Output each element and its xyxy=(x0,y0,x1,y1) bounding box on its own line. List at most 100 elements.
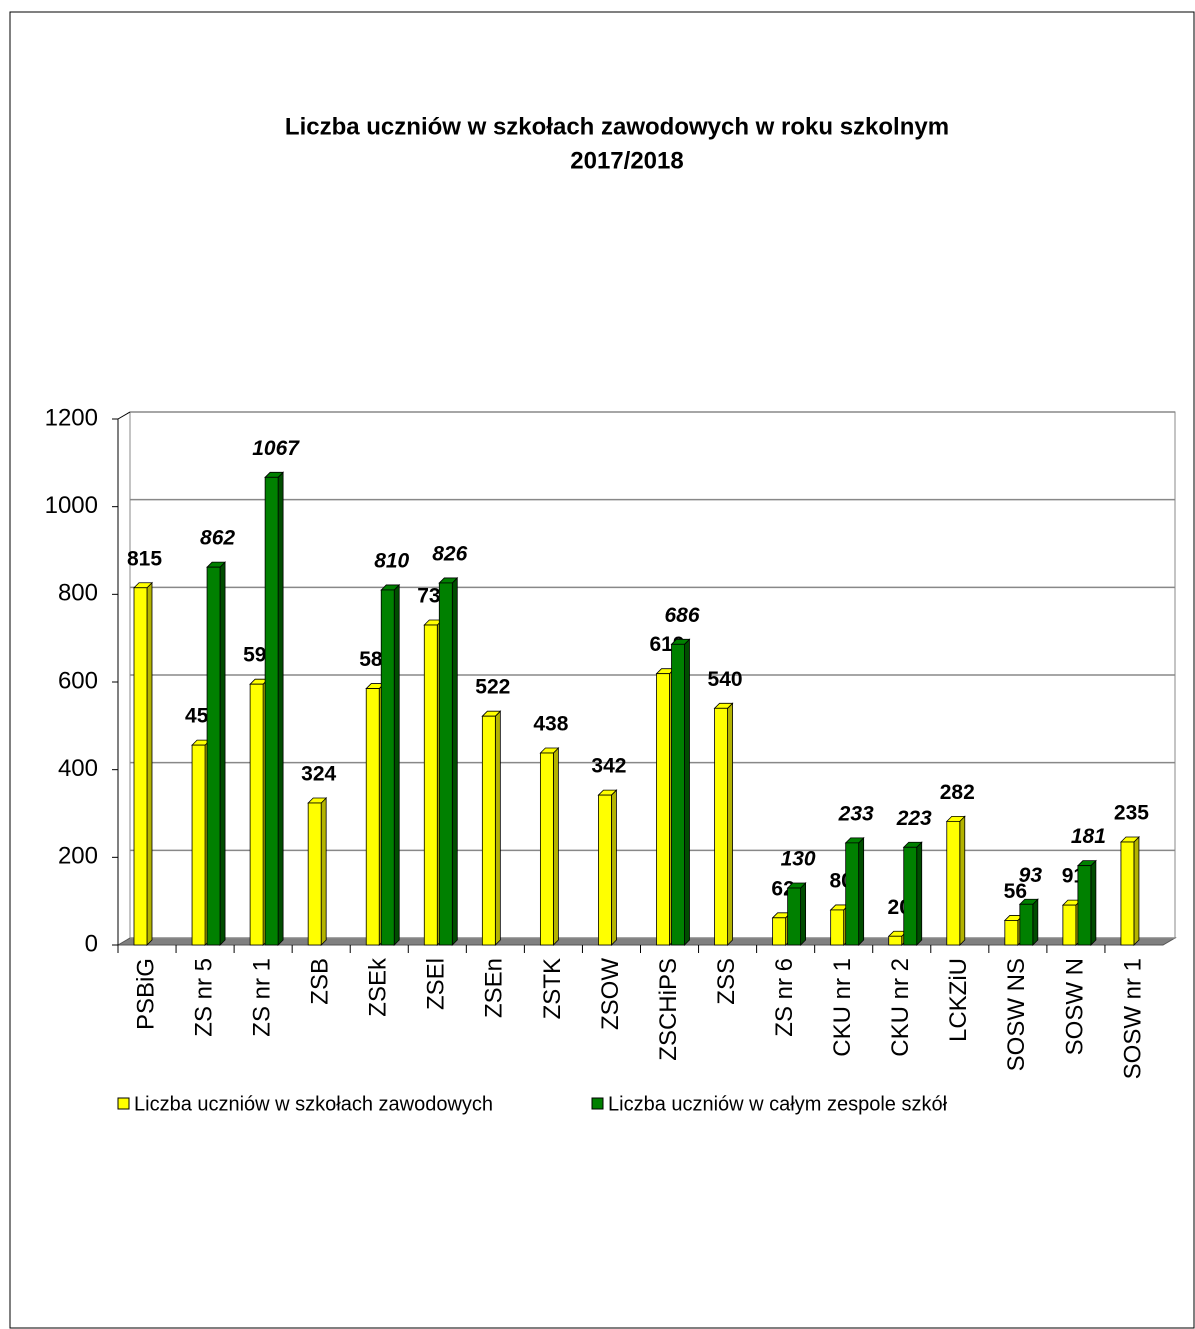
value-label: 1067 xyxy=(252,437,300,460)
bar xyxy=(206,561,227,946)
bar-face xyxy=(858,836,865,946)
bar xyxy=(539,747,560,946)
bar xyxy=(1018,898,1039,946)
bar xyxy=(438,576,459,946)
value-label: 233 xyxy=(838,802,874,825)
bar-face xyxy=(451,576,458,946)
bar-face xyxy=(494,710,501,946)
bar-face xyxy=(307,802,322,946)
bar-face xyxy=(959,815,966,946)
x-tick-label: SOSW N xyxy=(1061,958,1088,1055)
bar-face xyxy=(133,587,148,946)
bar-face xyxy=(320,797,327,946)
x-tick-label: ZSEn xyxy=(481,958,508,1018)
bar-face xyxy=(219,561,226,946)
value-label: 438 xyxy=(533,713,568,736)
x-tick-label: ZSEl xyxy=(423,958,450,1010)
bar-face xyxy=(772,917,787,946)
bar xyxy=(713,702,734,946)
value-label: 540 xyxy=(708,668,743,691)
bar-face xyxy=(903,846,918,946)
legend-label: Liczba uczniów w szkołach zawodowych xyxy=(134,1093,493,1115)
x-tick-label: ZSOW xyxy=(597,958,624,1030)
bar xyxy=(670,638,691,946)
y-axis-depth xyxy=(117,411,131,420)
bar-face xyxy=(1090,859,1097,946)
bar-face xyxy=(1120,841,1135,946)
y-tick-label: 0 xyxy=(85,930,98,957)
bar-face xyxy=(423,624,438,946)
bar-face xyxy=(552,747,559,946)
bar-face xyxy=(671,643,685,946)
value-label: 130 xyxy=(781,848,816,871)
bar-face xyxy=(946,820,961,946)
bar-face xyxy=(598,794,612,946)
bar-face xyxy=(481,715,496,946)
y-tick-label: 600 xyxy=(58,667,98,694)
value-label: 826 xyxy=(432,542,467,565)
bar xyxy=(307,797,328,946)
value-label: 522 xyxy=(475,676,510,699)
bar-face xyxy=(206,566,221,946)
bar xyxy=(786,882,807,946)
bar-face xyxy=(714,707,728,946)
bar xyxy=(264,471,285,946)
bar-face xyxy=(916,841,923,946)
value-label: 56 xyxy=(1004,880,1027,903)
chart-title: Liczba uczniów w szkołach zawodowych w r… xyxy=(285,113,949,140)
bar xyxy=(481,710,502,946)
bar-face xyxy=(1032,898,1039,946)
bar-face xyxy=(656,673,670,946)
x-tick-label: ZSS xyxy=(713,958,740,1005)
bar-face xyxy=(264,476,279,946)
bar-face xyxy=(1077,865,1092,946)
value-label: 93 xyxy=(1019,864,1043,887)
value-label: 282 xyxy=(940,781,975,804)
x-tick-label: PSBiG xyxy=(132,958,159,1030)
y-tick-label: 1000 xyxy=(45,492,98,519)
bar-face xyxy=(1019,903,1034,946)
bar-face xyxy=(438,582,453,946)
bar-face xyxy=(800,882,807,946)
value-label: 815 xyxy=(127,547,162,570)
legend-label: Liczba uczniów w całym zespole szkół xyxy=(608,1093,948,1115)
bar-face xyxy=(1004,920,1019,946)
bar-face xyxy=(888,935,903,946)
bar xyxy=(1076,859,1097,946)
x-tick-label: ZSCHiPS xyxy=(655,958,682,1061)
bar-face xyxy=(684,638,690,946)
bar-face xyxy=(380,589,395,946)
chart-title: 2017/2018 xyxy=(570,147,683,174)
bar-face xyxy=(611,789,617,946)
value-label: 223 xyxy=(896,807,932,830)
bar xyxy=(844,836,865,946)
x-tick-label: ZS nr 5 xyxy=(190,958,217,1037)
bar-face xyxy=(539,752,554,946)
bar xyxy=(1119,836,1140,946)
value-label: 686 xyxy=(664,604,699,627)
value-label: 862 xyxy=(200,527,235,550)
legend-swatch xyxy=(117,1097,130,1110)
bar xyxy=(597,789,618,946)
bar-face xyxy=(146,581,153,946)
legend-swatch xyxy=(591,1097,604,1110)
bar-face xyxy=(277,471,284,946)
x-tick-label: ZSTK xyxy=(539,958,566,1019)
bar-face xyxy=(365,688,380,946)
y-tick-label: 1200 xyxy=(45,404,98,431)
bar-face xyxy=(727,702,733,946)
x-tick-label: LCKZiU xyxy=(945,958,972,1042)
x-tick-label: ZSB xyxy=(307,958,334,1005)
bar xyxy=(133,581,153,946)
x-tick-label: SOSW nr 1 xyxy=(1119,958,1146,1079)
y-tick-label: 800 xyxy=(58,580,98,607)
bar-face xyxy=(1062,904,1077,946)
x-tick-label: ZSEk xyxy=(365,957,392,1017)
x-tick-label: CKU nr 1 xyxy=(829,958,856,1057)
bar-face xyxy=(1133,836,1140,946)
bar-face xyxy=(845,842,860,946)
x-tick-label: ZS nr 1 xyxy=(248,958,275,1037)
bar-face xyxy=(830,909,845,946)
bar-face xyxy=(393,583,400,946)
value-label: 324 xyxy=(301,763,336,786)
